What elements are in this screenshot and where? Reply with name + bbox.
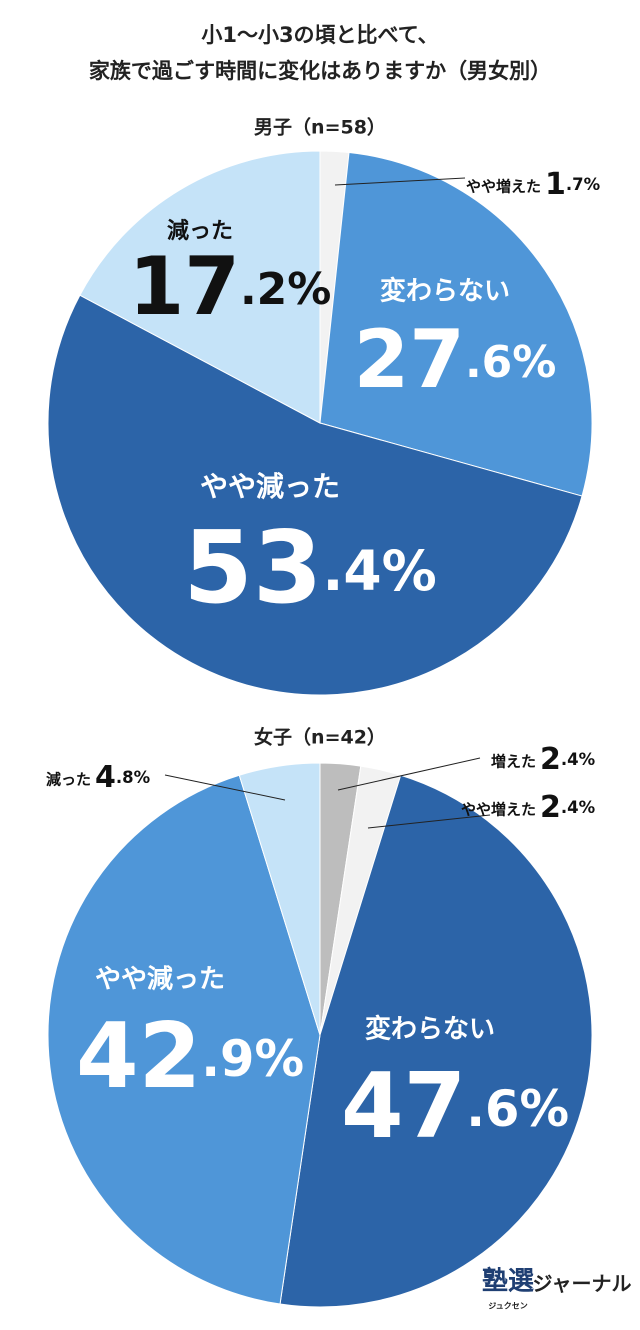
category-label: 減った [167, 219, 233, 244]
category-label: やや増えた [466, 178, 541, 196]
data-label-int: 53 [183, 509, 322, 626]
data-label-int: 42 [76, 1004, 201, 1109]
pie-title: 男子（n=58） [254, 116, 386, 139]
data-label: 1.7% [545, 167, 601, 202]
leader-line [164, 774, 286, 801]
data-label-int: 17 [129, 240, 240, 333]
data-label-rest: .4% [561, 750, 596, 769]
data-label-int: 4 [95, 760, 116, 795]
data-label: 17.2% [129, 240, 332, 333]
logo-name: ジャーナル [533, 1272, 632, 1296]
data-label: 47.6% [341, 1054, 569, 1159]
logo-reading: ジュクセン [488, 1301, 527, 1311]
category-label: 減った [46, 771, 91, 789]
data-label-rest: .4% [322, 539, 436, 603]
leader-line [337, 757, 481, 791]
pie-slice [79, 150, 321, 424]
leader-line [334, 177, 466, 186]
data-label-rest: .4% [561, 798, 596, 817]
pie-slice [47, 774, 321, 1305]
leader-line [367, 814, 491, 829]
pie-slice [279, 774, 593, 1308]
data-label-int: 47 [341, 1054, 466, 1159]
category-label: やや増えた [461, 801, 536, 819]
data-label: 42.9% [76, 1004, 304, 1109]
chart-title: 家族で過ごす時間に変化はありますか（男女別） [89, 59, 551, 83]
category-label: 変わらない [380, 276, 510, 307]
data-label-int: 2 [540, 742, 561, 777]
logo: 塾選 ジュクセン ジャーナル [482, 1266, 632, 1311]
data-label-rest: .9% [201, 1030, 304, 1088]
logo-mark: 塾選 [482, 1266, 534, 1297]
data-label-rest: .6% [465, 337, 556, 388]
data-label-rest: .2% [240, 264, 331, 315]
pie-title: 女子（n=42） [254, 726, 386, 749]
data-label: 2.4% [540, 790, 596, 825]
category-label: やや減った [200, 470, 340, 503]
data-label-int: 2 [540, 790, 561, 825]
data-label: 27.6% [354, 313, 557, 406]
category-label: 増えた [491, 753, 536, 771]
data-label: 2.4% [540, 742, 596, 777]
data-label-rest: .8% [116, 768, 151, 787]
data-label-int: 1 [545, 167, 566, 202]
pie-slice [319, 152, 593, 497]
category-label: 変わらない [365, 1014, 495, 1045]
pie-slice [47, 294, 583, 696]
data-label: 4.8% [95, 760, 151, 795]
data-label-rest: .7% [566, 175, 601, 194]
data-label: 53.4% [183, 509, 436, 626]
data-label-rest: .6% [466, 1080, 569, 1138]
pie-slice [238, 762, 321, 1036]
category-label: やや減った [95, 965, 225, 995]
chart-title: 小1〜小3の頃と比べて、 [201, 23, 438, 47]
data-label-int: 27 [354, 313, 465, 406]
